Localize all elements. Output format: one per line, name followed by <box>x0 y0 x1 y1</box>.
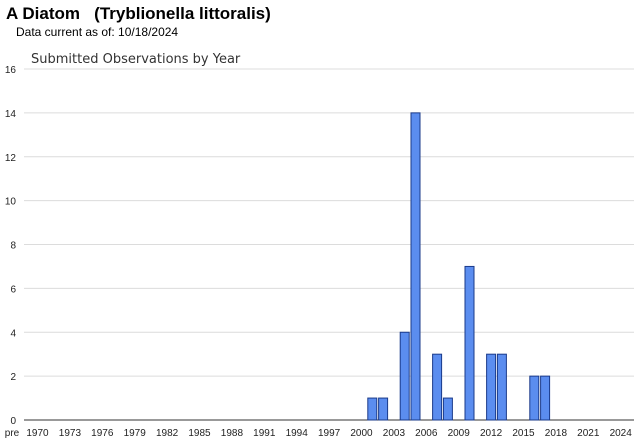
bar-2012 <box>486 353 497 421</box>
x-tick-label: 1979 <box>124 428 147 439</box>
y-tick-label: 12 <box>5 153 17 164</box>
data-current-date: Data current as of: 10/18/2024 <box>16 25 179 39</box>
x-tick-label: 2003 <box>383 428 406 439</box>
x-tick-label: 2012 <box>480 428 503 439</box>
x-tick-label: 1991 <box>253 428 276 439</box>
x-tick-label: 2018 <box>545 428 568 439</box>
x-tick-label: 1994 <box>286 428 309 439</box>
bar-2008 <box>442 397 453 421</box>
x-tick-label: 1985 <box>188 428 211 439</box>
x-tick-label: 2000 <box>350 428 373 439</box>
x-tick-label: 2009 <box>448 428 471 439</box>
page-title: A Diatom (Tryblionella littoralis) <box>6 4 271 23</box>
x-tick-label: 2024 <box>610 428 633 439</box>
y-tick-label: 16 <box>5 65 17 76</box>
chart-title: Submitted Observations by Year <box>31 52 241 67</box>
bar-2005 <box>410 112 421 421</box>
x-tick-label: 2021 <box>577 428 600 439</box>
y-tick-label: 10 <box>5 197 17 208</box>
bar-2013 <box>496 353 507 421</box>
bar-2004 <box>399 331 410 421</box>
bar-2002 <box>378 397 389 421</box>
y-tick-label: 2 <box>10 372 16 383</box>
x-tick-label: pre <box>5 428 20 439</box>
bar-2010 <box>464 265 475 421</box>
x-tick-label: 2006 <box>415 428 438 439</box>
x-tick-label: 1973 <box>59 428 82 439</box>
y-tick-label: 4 <box>10 328 16 339</box>
x-tick-label: 2015 <box>512 428 535 439</box>
y-tick-label: 0 <box>10 416 16 427</box>
y-tick-label: 8 <box>10 241 16 252</box>
x-tick-label: 1982 <box>156 428 179 439</box>
x-tick-label: 1970 <box>26 428 49 439</box>
x-tick-label: 1988 <box>221 428 244 439</box>
bar-2001 <box>367 397 378 421</box>
y-tick-label: 6 <box>10 284 16 295</box>
y-tick-label: 14 <box>5 109 17 120</box>
x-tick-label: 1997 <box>318 428 341 439</box>
bar-2017 <box>540 375 551 421</box>
x-tick-label: 1976 <box>91 428 114 439</box>
bar-2007 <box>432 353 443 421</box>
bar-2016 <box>529 375 540 421</box>
